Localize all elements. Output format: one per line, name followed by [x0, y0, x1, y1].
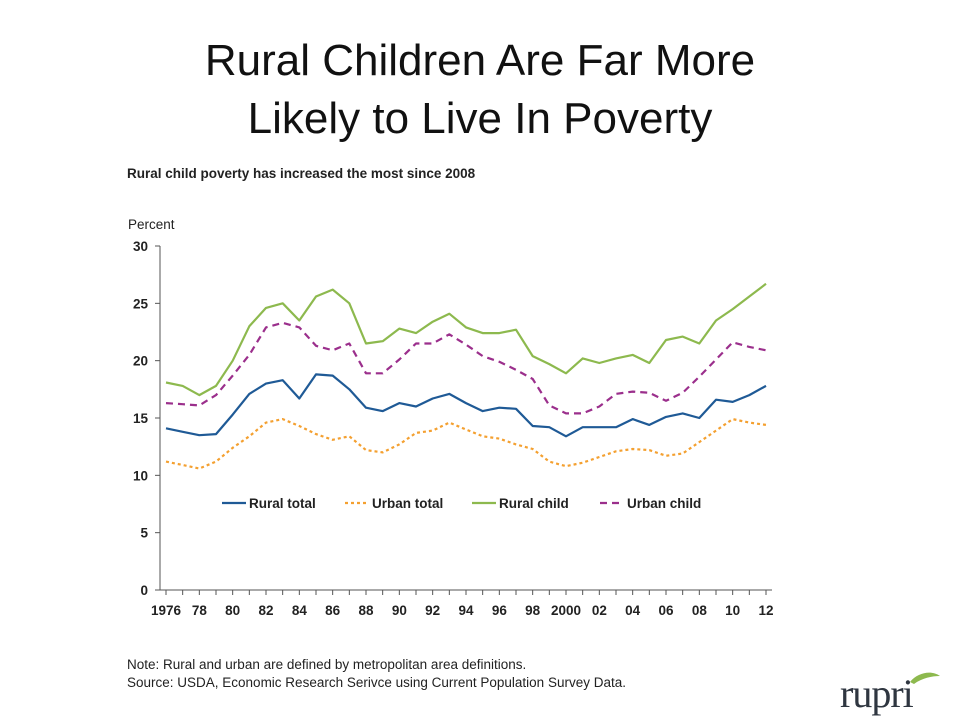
- logo-text: rupri: [840, 671, 914, 716]
- series-line-rural-total: [165, 373, 767, 438]
- x-tick-label: 06: [658, 603, 674, 618]
- rupri-logo: rupri: [828, 668, 948, 718]
- slide-title-line2: Likely to Live In Poverty: [247, 94, 713, 143]
- x-tick-label: 04: [625, 603, 641, 618]
- source-text: Source: USDA, Economic Research Serivce …: [127, 675, 626, 690]
- x-tick-label: 98: [525, 603, 541, 618]
- x-tick-label: 08: [692, 603, 708, 618]
- logo-leaf-icon: [910, 672, 940, 684]
- x-tick-label: 10: [725, 603, 740, 618]
- chart-title: Rural child poverty has increased the mo…: [127, 166, 476, 181]
- legend-label: Urban total: [372, 496, 443, 511]
- y-tick-label: 30: [133, 239, 148, 254]
- series-line-urban-child: [165, 321, 767, 415]
- slide-title: Rural Children Are Far More Likely to Li…: [0, 32, 960, 148]
- y-tick-label: 0: [140, 583, 148, 598]
- x-tick-label: 82: [258, 603, 273, 618]
- y-axis-label: Percent: [128, 217, 175, 232]
- x-tick-label: 86: [325, 603, 341, 618]
- x-tick-label: 1976: [151, 603, 182, 618]
- x-tick-label: 94: [458, 603, 474, 618]
- x-tick-label: 92: [425, 603, 440, 618]
- y-tick-label: 10: [133, 468, 148, 483]
- x-tick-label: 88: [358, 603, 374, 618]
- x-tick-label: 2000: [551, 603, 581, 618]
- series-line-rural-child: [165, 282, 767, 397]
- legend-label: Rural total: [249, 496, 316, 511]
- chart-notes: Note: Rural and urban are defined by met…: [127, 656, 626, 692]
- slide-title-line1: Rural Children Are Far More: [204, 36, 756, 85]
- y-tick-label: 20: [133, 354, 148, 369]
- y-tick-label: 15: [133, 411, 149, 426]
- x-tick-label: 78: [192, 603, 208, 618]
- x-tick-label: 02: [592, 603, 607, 618]
- x-tick-label: 90: [392, 603, 407, 618]
- x-tick-label: 12: [758, 603, 773, 618]
- x-tick-label: 84: [292, 603, 308, 618]
- x-tick-label: 80: [225, 603, 240, 618]
- note-text: Note: Rural and urban are defined by met…: [127, 657, 527, 672]
- series-line-urban-total: [165, 418, 767, 470]
- legend-label: Rural child: [499, 496, 569, 511]
- x-tick-label: 96: [492, 603, 508, 618]
- y-tick-label: 25: [133, 296, 149, 311]
- y-tick-label: 5: [140, 526, 148, 541]
- legend-label: Urban child: [627, 496, 701, 511]
